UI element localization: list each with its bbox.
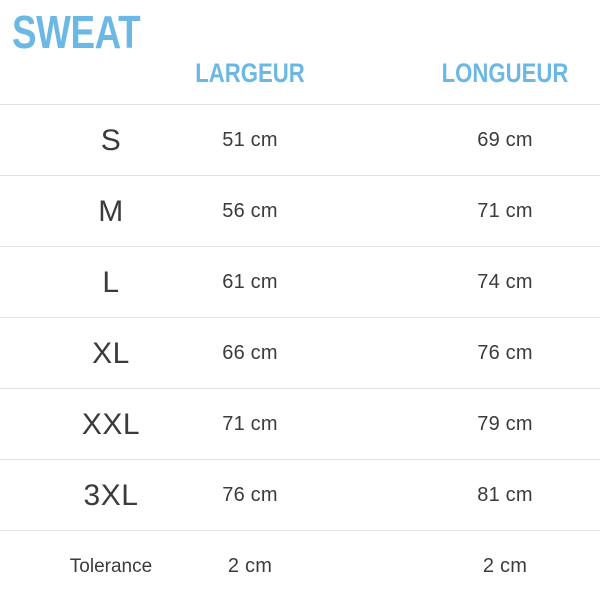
chart-header: SWEAT LARGEUR LONGUEUR: [0, 0, 600, 104]
table-row: 3XL 76 cm 81 cm: [0, 459, 600, 530]
size-table-body: S 51 cm 69 cm M 56 cm 71 cm L 61 cm 74 c…: [0, 104, 600, 601]
table-row: M 56 cm 71 cm: [0, 175, 600, 246]
cell-longueur: 79 cm: [477, 413, 533, 435]
cell-largeur: 71 cm: [222, 413, 278, 435]
cell-largeur: 51 cm: [222, 129, 278, 151]
table-row: S 51 cm 69 cm: [0, 104, 600, 175]
column-header-largeur: LARGEUR: [195, 58, 305, 88]
cell-longueur: 71 cm: [477, 200, 533, 222]
cell-largeur: 66 cm: [222, 342, 278, 364]
cell-size: XL: [92, 336, 130, 370]
cell-size: M: [98, 194, 124, 228]
table-row-tolerance: Tolerance 2 cm 2 cm: [0, 530, 600, 601]
table-row: L 61 cm 74 cm: [0, 246, 600, 317]
cell-longueur: 74 cm: [477, 271, 533, 293]
cell-longueur: 81 cm: [477, 484, 533, 506]
cell-largeur: 56 cm: [222, 200, 278, 222]
cell-tolerance-label: Tolerance: [69, 555, 153, 577]
cell-size: L: [102, 265, 120, 299]
column-header-longueur: LONGUEUR: [441, 58, 569, 88]
cell-largeur: 61 cm: [222, 271, 278, 293]
table-row: XXL 71 cm 79 cm: [0, 388, 600, 459]
cell-longueur: 76 cm: [477, 342, 533, 364]
table-row: XL 66 cm 76 cm: [0, 317, 600, 388]
cell-size: XXL: [81, 407, 141, 441]
cell-largeur: 2 cm: [227, 555, 273, 577]
cell-longueur: 69 cm: [477, 129, 533, 151]
cell-size: 3XL: [83, 478, 139, 512]
cell-largeur: 76 cm: [222, 484, 278, 506]
cell-size: S: [100, 123, 122, 157]
page-title: SWEAT: [12, 6, 141, 58]
cell-longueur: 2 cm: [482, 555, 528, 577]
